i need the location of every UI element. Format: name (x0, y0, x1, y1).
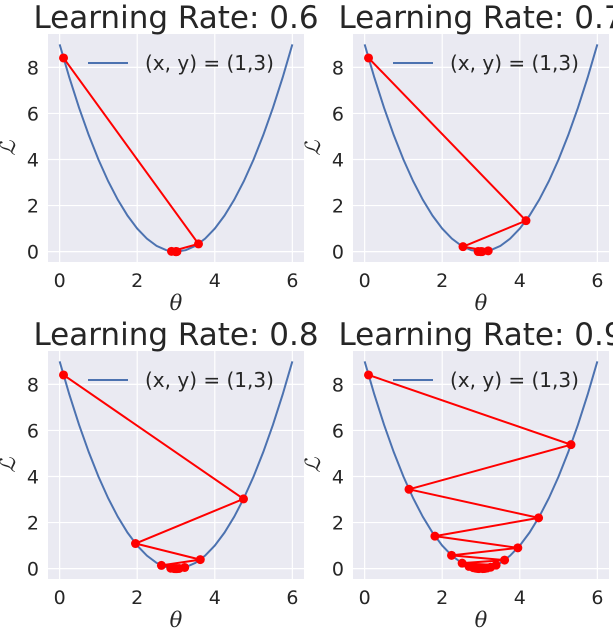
descent-step-point (364, 370, 374, 380)
x-tick-label: 4 (514, 270, 526, 292)
legend: (x, y) = (1,3) (393, 368, 579, 392)
descent-step-point (458, 242, 468, 252)
x-tick-label: 4 (209, 587, 221, 609)
plot-marks (363, 361, 599, 574)
y-tick-label: 4 (332, 150, 344, 172)
legend: (x, y) = (1,3) (393, 51, 579, 75)
legend-label: (x, y) = (1,3) (145, 368, 274, 392)
y-tick-label: 8 (27, 374, 39, 396)
y-tick-label: 0 (27, 559, 39, 581)
descent-step-point (534, 513, 544, 523)
descent-step-point (404, 484, 414, 494)
plot-area (353, 351, 609, 579)
chart-panel-4: 0 2 4 6 0 2 4 6 8 Learning Rate: 0.9 θ ℒ (x, y) = (1… (301, 317, 613, 632)
chart-panel-1: 0 2 4 6 0 2 4 6 8 Learning Rate: 0.6 θ ℒ (x, y) = (1… (0, 0, 319, 315)
x-tick-label: 6 (286, 270, 298, 292)
x-axis-label: θ (170, 608, 183, 632)
x-tick-label: 6 (286, 587, 298, 609)
x-tick-label: 4 (209, 270, 221, 292)
y-tick-label: 0 (332, 242, 344, 264)
y-tick-label: 2 (27, 196, 39, 218)
descent-step-point (457, 558, 467, 568)
descent-step-point (171, 247, 181, 257)
legend: (x, y) = (1,3) (88, 368, 274, 392)
x-tick-label: 0 (359, 270, 371, 292)
legend-label: (x, y) = (1,3) (450, 368, 579, 392)
x-tick-label: 0 (359, 587, 371, 609)
y-tick-label: 2 (332, 513, 344, 535)
descent-step-point (476, 247, 486, 257)
plot-area (48, 34, 304, 262)
x-tick-label: 2 (436, 587, 448, 609)
y-tick-label: 6 (332, 420, 344, 442)
chart-panel-3: 0 2 4 6 0 2 4 6 8 Learning Rate: 0.8 θ ℒ (x, y) = (1… (0, 317, 319, 632)
x-tick-label: 0 (54, 587, 66, 609)
legend-label: (x, y) = (1,3) (450, 51, 579, 75)
descent-step-point (364, 53, 374, 63)
x-tick-label: 2 (131, 587, 143, 609)
legend: (x, y) = (1,3) (88, 51, 274, 75)
descent-step-point (131, 539, 141, 549)
descent-step-point (238, 494, 248, 504)
x-tick-label: 6 (591, 587, 603, 609)
y-tick-label: 4 (27, 467, 39, 489)
chart-title: Learning Rate: 0.7 (338, 0, 613, 36)
plot-marks (58, 361, 294, 574)
descent-step-point (566, 440, 576, 450)
x-tick-label: 2 (131, 270, 143, 292)
y-tick-label: 0 (332, 559, 344, 581)
descent-step-point (521, 216, 531, 226)
plot-marks (58, 44, 294, 257)
y-tick-label: 6 (27, 103, 39, 125)
y-axis-label: ℒ (301, 457, 325, 473)
y-axis-label: ℒ (301, 140, 325, 156)
x-axis-label: θ (170, 291, 183, 315)
y-tick-label: 4 (332, 467, 344, 489)
x-tick-label: 0 (54, 270, 66, 292)
chart-title: Learning Rate: 0.8 (33, 317, 318, 353)
y-tick-label: 4 (27, 150, 39, 172)
x-axis-label: θ (475, 608, 488, 632)
x-tick-label: 4 (514, 587, 526, 609)
x-axis-label: θ (475, 291, 488, 315)
y-tick-label: 2 (332, 196, 344, 218)
y-tick-label: 8 (332, 374, 344, 396)
descent-step-point (193, 239, 203, 249)
descent-step-point (195, 555, 205, 565)
y-tick-label: 6 (332, 103, 344, 125)
y-axis-label: ℒ (0, 457, 20, 473)
legend-label: (x, y) = (1,3) (145, 51, 274, 75)
descent-step-point (156, 560, 166, 570)
y-axis-label: ℒ (0, 140, 20, 156)
descent-step-point (500, 555, 510, 565)
x-tick-label: 2 (436, 270, 448, 292)
chart-panel-2: 0 2 4 6 0 2 4 6 8 Learning Rate: 0.7 θ ℒ (x, y) = (1… (301, 0, 613, 315)
descent-step-point (59, 53, 69, 63)
y-tick-label: 2 (27, 513, 39, 535)
descent-step-point (478, 564, 488, 574)
y-tick-label: 8 (332, 57, 344, 79)
descent-step-point (513, 543, 523, 553)
chart-title: Learning Rate: 0.9 (338, 317, 613, 353)
descent-step-point (447, 550, 457, 560)
x-tick-label: 6 (591, 270, 603, 292)
chart-title: Learning Rate: 0.6 (33, 0, 318, 36)
plot-area (48, 351, 304, 579)
y-tick-label: 8 (27, 57, 39, 79)
plot-marks (363, 44, 599, 257)
plot-area (353, 34, 609, 262)
y-tick-label: 6 (27, 420, 39, 442)
descent-step-point (171, 564, 181, 574)
descent-step-point (430, 531, 440, 541)
y-tick-label: 0 (27, 242, 39, 264)
descent-step-point (59, 370, 69, 380)
